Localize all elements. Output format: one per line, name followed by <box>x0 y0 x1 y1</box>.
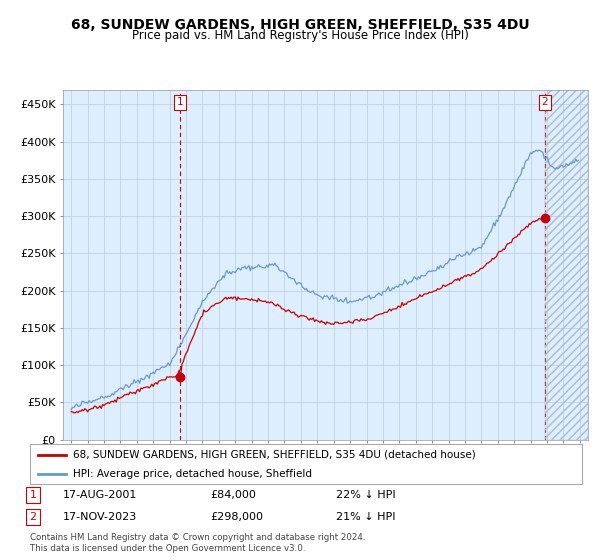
Text: HPI: Average price, detached house, Sheffield: HPI: Average price, detached house, Shef… <box>73 469 312 478</box>
Text: Price paid vs. HM Land Registry's House Price Index (HPI): Price paid vs. HM Land Registry's House … <box>131 29 469 42</box>
Text: 17-NOV-2023: 17-NOV-2023 <box>63 512 137 522</box>
Text: 1: 1 <box>176 97 183 108</box>
Text: 21% ↓ HPI: 21% ↓ HPI <box>336 512 395 522</box>
Text: Contains HM Land Registry data © Crown copyright and database right 2024.
This d: Contains HM Land Registry data © Crown c… <box>30 533 365 553</box>
Text: £84,000: £84,000 <box>210 490 256 500</box>
Text: 17-AUG-2001: 17-AUG-2001 <box>63 490 137 500</box>
Text: £298,000: £298,000 <box>210 512 263 522</box>
Text: 1: 1 <box>29 490 37 500</box>
Text: 68, SUNDEW GARDENS, HIGH GREEN, SHEFFIELD, S35 4DU: 68, SUNDEW GARDENS, HIGH GREEN, SHEFFIEL… <box>71 18 529 32</box>
Text: 68, SUNDEW GARDENS, HIGH GREEN, SHEFFIELD, S35 4DU (detached house): 68, SUNDEW GARDENS, HIGH GREEN, SHEFFIEL… <box>73 450 476 460</box>
Text: 2: 2 <box>542 97 548 108</box>
Text: 22% ↓ HPI: 22% ↓ HPI <box>336 490 395 500</box>
Text: 2: 2 <box>29 512 37 522</box>
